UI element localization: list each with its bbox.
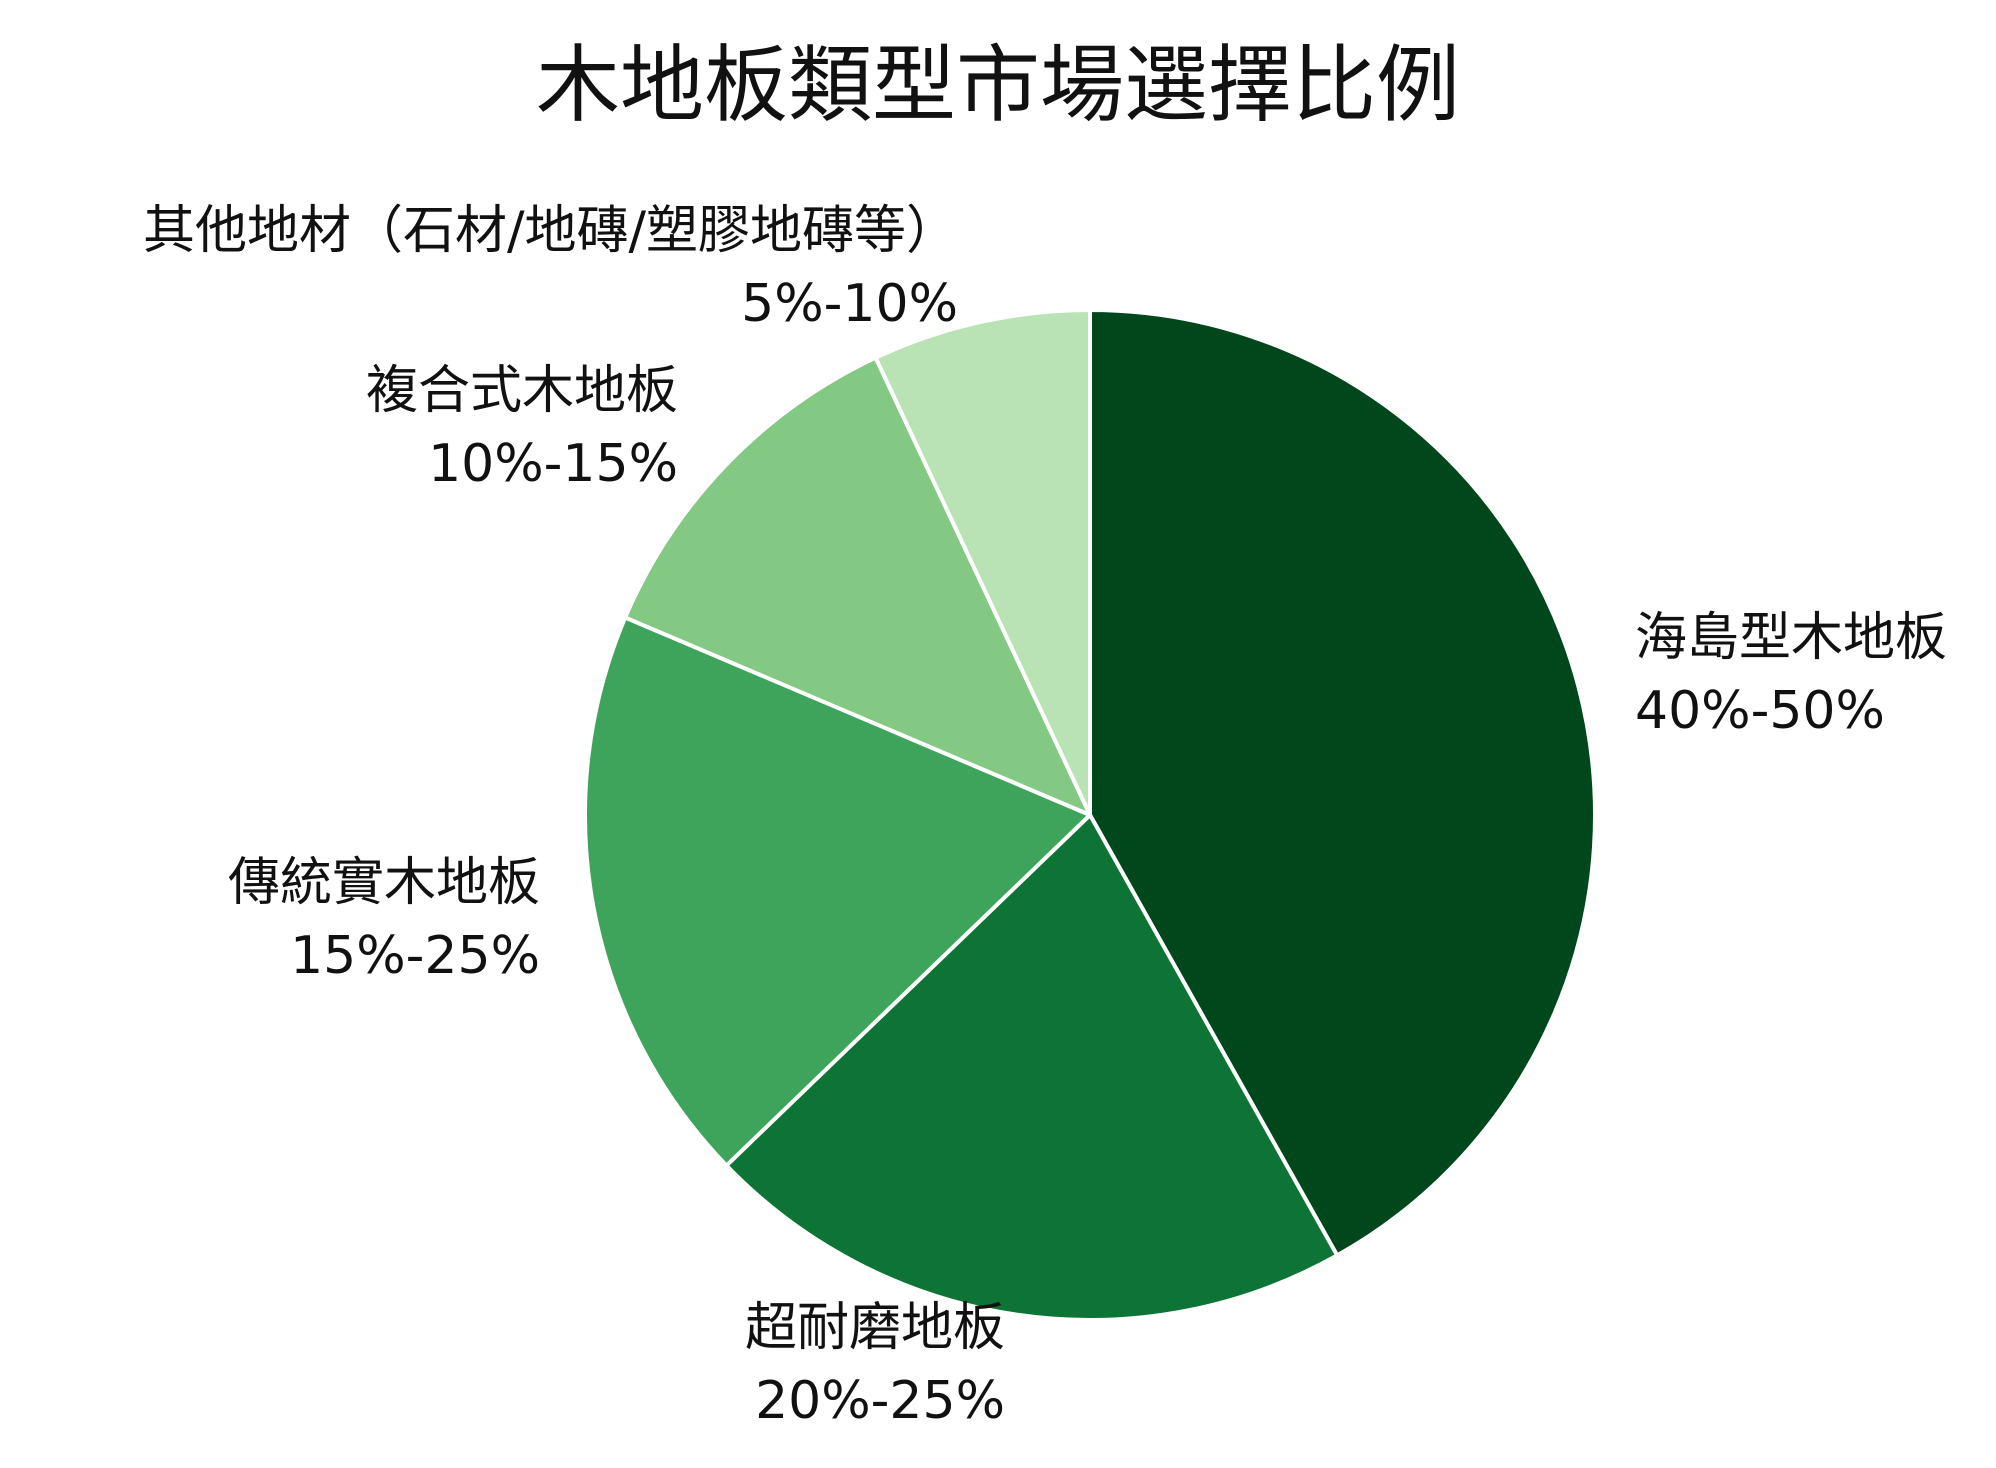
slice-value-label-1: 40%-50% [1635, 681, 1885, 741]
slice-value-label-3: 15%-25% [290, 926, 540, 986]
slice-label-4: 複合式木地板 [366, 361, 678, 421]
slice-value-label-2: 20%-25% [755, 1371, 1005, 1431]
slice-label-2: 超耐磨地板 [745, 1298, 1005, 1358]
pie-slice-3 [582, 615, 1092, 1168]
slice-label-5: 其他地材（石材/地磚/塑膠地磚等） [143, 201, 958, 261]
slice-label-1: 海島型木地板 [1635, 608, 1947, 668]
pie-slice-5 [873, 308, 1092, 817]
pie-slice-1 [1088, 308, 1597, 1258]
slice-value-label-5: 5%-10% [741, 274, 958, 334]
pie-slice-2 [724, 813, 1340, 1323]
chart-title: 木地板類型市場選擇比例 [535, 36, 1460, 134]
pie-slice-4 [623, 355, 1092, 817]
slice-label-3: 傳統實木地板 [228, 853, 540, 913]
slice-value-label-4: 10%-15% [428, 434, 678, 494]
